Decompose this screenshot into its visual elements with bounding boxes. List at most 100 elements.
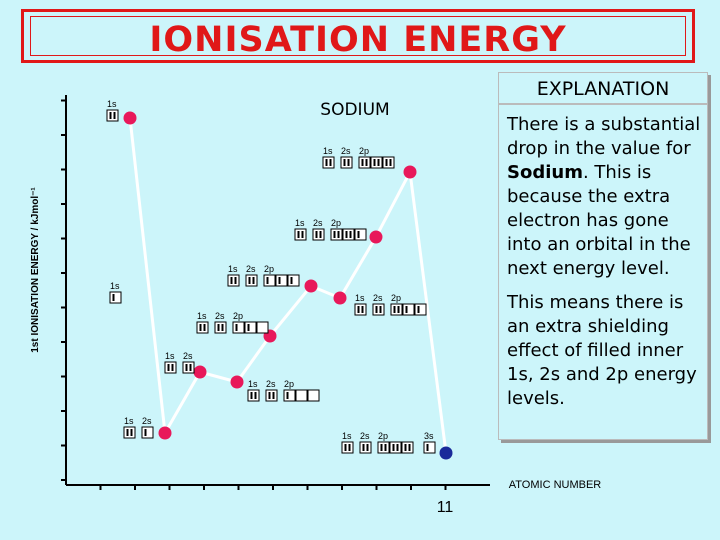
orbital-box — [256, 321, 269, 334]
orbital-box — [109, 291, 122, 304]
config-label-3: 1s 2s — [123, 416, 154, 439]
orbital-box — [340, 156, 353, 169]
data-point — [193, 365, 207, 379]
data-point — [158, 426, 172, 440]
orbital-box — [164, 361, 177, 374]
orbital-box — [141, 426, 154, 439]
config-label-7: 1s 2s 2p — [227, 264, 300, 287]
explanation-paragraph-1: There is a substantial drop in the value… — [507, 113, 701, 281]
orbital-label: 2p — [391, 293, 401, 303]
orbital-label: 1s — [124, 416, 134, 426]
orbital-box — [312, 228, 325, 241]
orbital-label: 1s — [107, 99, 117, 109]
explanation-paragraph-2: This means there is an extra shielding e… — [507, 292, 697, 409]
orbital-box — [342, 228, 355, 241]
y-axis-label: 1st IONISATION ENERGY / kJmol⁻¹ — [30, 187, 41, 353]
data-point — [304, 279, 318, 293]
explanation-heading: EXPLANATION — [498, 72, 708, 104]
orbital-label: 1s — [228, 264, 238, 274]
orbital-label: 1s — [355, 293, 365, 303]
config-label-11: 1s 2s 2p 3s — [341, 431, 436, 454]
orbital-label: 2p — [359, 146, 369, 156]
orbital-label: 3s — [424, 431, 434, 441]
chart-axes — [61, 95, 490, 490]
x-axis-label: ATOMIC NUMBER — [509, 479, 602, 491]
config-label-4: 1s 2s — [164, 351, 195, 374]
orbital-box — [232, 321, 245, 334]
x-tick-label: 11 — [437, 499, 454, 516]
orbital-label: 1s — [295, 218, 305, 228]
orbital-box — [227, 274, 240, 287]
orbital-box — [106, 109, 119, 122]
orbital-box — [389, 441, 402, 454]
orbital-box — [354, 303, 367, 316]
page-title: IONISATION ENERGY — [149, 20, 567, 60]
config-label-9: 1s 2s 2p — [294, 218, 367, 241]
explanation-text: . This is because the extra electron has… — [507, 162, 691, 279]
chart-series — [123, 111, 453, 460]
orbital-label: 2p — [378, 431, 388, 441]
orbital-box — [423, 441, 436, 454]
title-inner-border — [30, 16, 686, 56]
config-label-6: 1s 2s 2p — [196, 311, 269, 334]
orbital-box — [182, 361, 195, 374]
orbital-label: 1s — [248, 379, 258, 389]
data-point — [333, 291, 347, 305]
orbital-box — [123, 426, 136, 439]
config-label-2: 1s — [106, 99, 119, 122]
orbital-label: 2s — [215, 311, 225, 321]
orbital-box — [245, 274, 258, 287]
orbital-box — [287, 274, 300, 287]
data-point — [123, 111, 137, 125]
orbital-box — [401, 441, 414, 454]
orbital-label: 2s — [183, 351, 193, 361]
orbital-box — [265, 389, 278, 402]
orbital-box — [322, 156, 335, 169]
orbital-label: 1s — [197, 311, 207, 321]
orbital-box — [372, 303, 385, 316]
orbital-label: 1s — [342, 431, 352, 441]
orbital-box — [295, 389, 308, 402]
orbital-box — [377, 441, 390, 454]
config-label-5: 1s 2s 2p — [247, 379, 320, 402]
orbital-label: 2s — [266, 379, 276, 389]
config-label-10: 1s 2s 2p — [322, 146, 395, 169]
orbital-box — [414, 303, 427, 316]
orbital-label: 1s — [323, 146, 333, 156]
orbital-box — [402, 303, 415, 316]
explanation-sodium-bold: Sodium — [507, 162, 583, 183]
orbital-box — [247, 389, 260, 402]
orbital-box — [330, 228, 343, 241]
data-point — [369, 230, 383, 244]
data-point — [230, 375, 244, 389]
data-point-sodium — [439, 446, 453, 460]
explanation-box: There is a substantial drop in the value… — [498, 104, 708, 440]
orbital-label: 1s — [165, 351, 175, 361]
orbital-label: 2s — [341, 146, 351, 156]
config-label-1: 1s — [109, 281, 122, 304]
orbital-box — [244, 321, 257, 334]
orbital-box — [382, 156, 395, 169]
config-label-8: 1s 2s 2p — [354, 293, 427, 316]
orbital-box — [390, 303, 403, 316]
series-line — [128, 117, 448, 454]
orbital-box — [196, 321, 209, 334]
orbital-label: 2p — [233, 311, 243, 321]
orbital-label: 2s — [373, 293, 383, 303]
explanation-text: There is a substantial drop in the value… — [507, 114, 701, 159]
orbital-box — [307, 389, 320, 402]
orbital-label: 2p — [284, 379, 294, 389]
orbital-label: 2p — [264, 264, 274, 274]
orbital-box — [370, 156, 383, 169]
orbital-label: 1s — [110, 281, 120, 291]
orbital-label: 2s — [142, 416, 152, 426]
orbital-box — [358, 156, 371, 169]
orbital-box — [214, 321, 227, 334]
orbital-box — [354, 228, 367, 241]
orbital-box — [294, 228, 307, 241]
orbital-box — [359, 441, 372, 454]
orbital-label: 2s — [246, 264, 256, 274]
sodium-annotation: SODIUM — [320, 100, 389, 120]
orbital-label: 2s — [360, 431, 370, 441]
